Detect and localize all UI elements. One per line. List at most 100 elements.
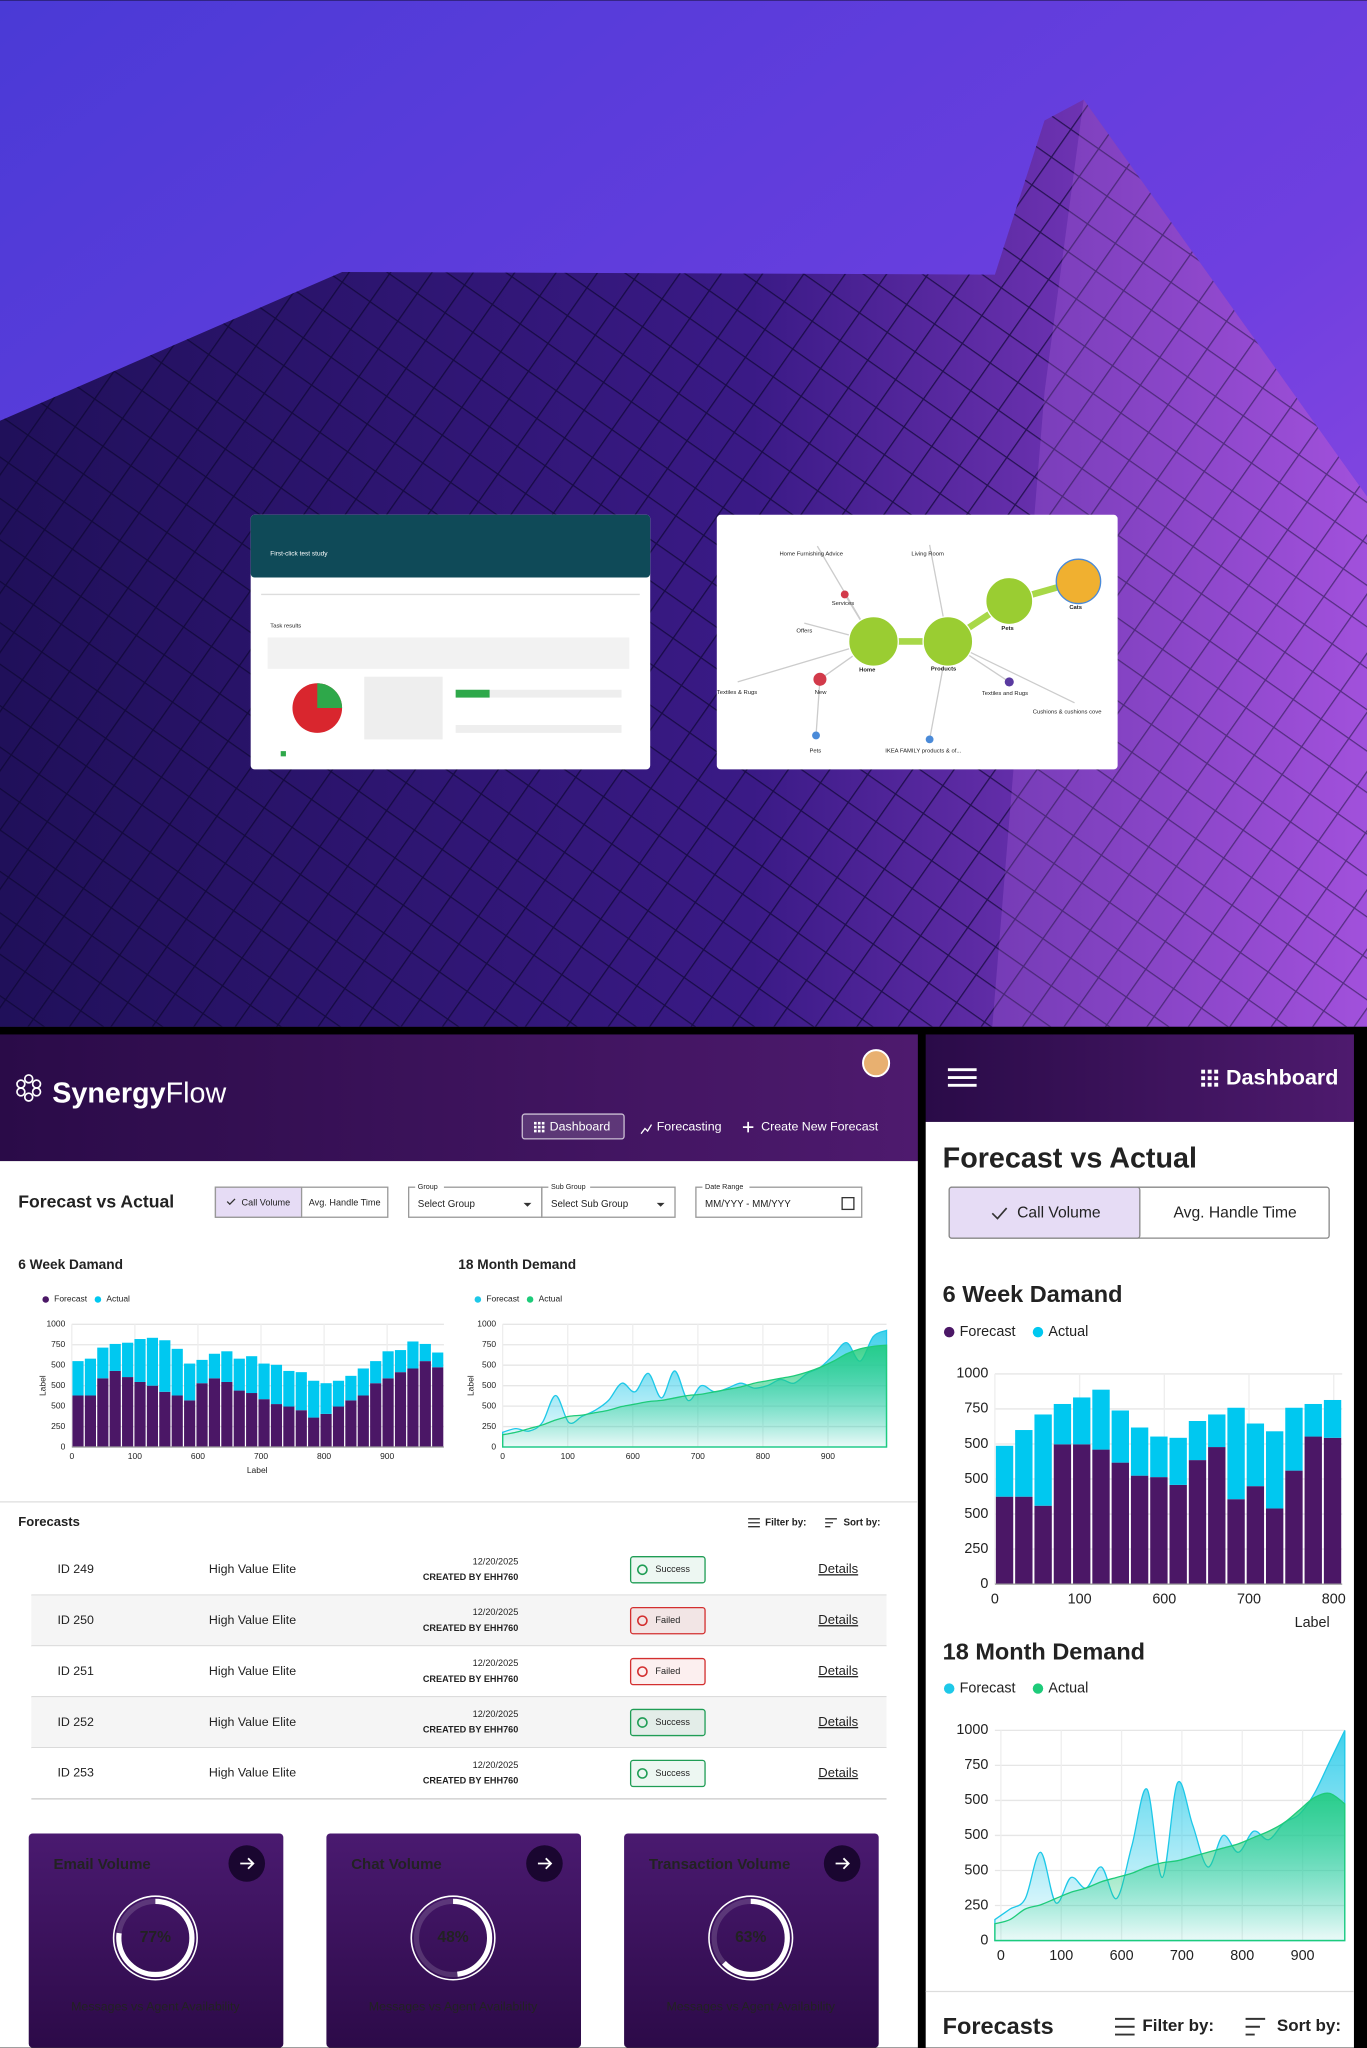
bar	[171, 1348, 183, 1396]
status-icon	[637, 1717, 648, 1728]
nav-item[interactable]: Create New Forecast	[761, 1119, 879, 1133]
nav-item[interactable]: Dashboard	[1226, 1066, 1338, 1090]
nav-active[interactable]	[521, 1113, 625, 1140]
legend-marker	[94, 1296, 102, 1303]
donut-ring	[112, 1895, 198, 1981]
bar	[1073, 1397, 1091, 1445]
x-tick-label: 0	[997, 1948, 1005, 1964]
bar	[1015, 1430, 1033, 1497]
filter-button[interactable]: Filter by:	[1142, 2016, 1214, 2035]
bar	[394, 1372, 407, 1448]
bar	[1227, 1407, 1245, 1500]
bar	[270, 1364, 283, 1405]
status-badge	[629, 1657, 706, 1686]
x-axis-label: Label	[1295, 1615, 1330, 1631]
donut-label: 77%	[140, 1929, 171, 1946]
bar	[283, 1406, 295, 1448]
card-title: Transaction Volume	[649, 1856, 790, 1873]
bar	[1246, 1423, 1265, 1487]
bar	[72, 1361, 84, 1396]
y-tick-label: 750	[964, 1757, 988, 1773]
bar	[1285, 1407, 1303, 1471]
status-icon	[637, 1615, 648, 1627]
bar	[159, 1391, 171, 1448]
toggle-option[interactable]: Call Volume	[242, 1197, 291, 1207]
area	[502, 1344, 888, 1448]
cell-creator: CREATED BY EHH760	[423, 1623, 519, 1633]
sitemap-labels: Home Furnishing Advice Living Room Servi…	[717, 552, 1102, 755]
y-axis-label: Label	[37, 1375, 47, 1396]
y-tick-label: 500	[964, 1792, 988, 1808]
bar	[233, 1390, 245, 1448]
toggle-option[interactable]: Call Volume	[1017, 1204, 1101, 1221]
sort-icon	[1245, 2017, 1266, 2036]
bar	[407, 1368, 419, 1448]
legend-marker	[42, 1296, 49, 1303]
bar	[432, 1352, 444, 1368]
donut-ring	[708, 1895, 794, 1981]
menu-icon[interactable]	[947, 1068, 977, 1087]
filter-icon	[748, 1518, 760, 1528]
sitemap-label: Products	[931, 666, 957, 672]
details-link[interactable]: Details	[818, 1561, 858, 1576]
bar	[283, 1370, 295, 1407]
bar	[258, 1399, 270, 1448]
y-tick-label: 500	[482, 1380, 496, 1390]
bar	[146, 1385, 159, 1448]
bar	[1265, 1431, 1284, 1509]
toggle-option[interactable]: Avg. Handle Time	[309, 1197, 381, 1207]
legend-label: Actual	[106, 1294, 130, 1304]
grid-icon	[1201, 1069, 1219, 1087]
bar	[1265, 1508, 1284, 1585]
bar	[246, 1393, 258, 1448]
details-link[interactable]: Details	[818, 1714, 858, 1729]
legend-label: Forecast	[960, 1324, 1016, 1340]
status-icon	[637, 1564, 648, 1576]
bar	[84, 1358, 96, 1396]
sort-button[interactable]: Sort by:	[843, 1517, 880, 1528]
toggle-active[interactable]	[214, 1186, 303, 1218]
details-link[interactable]: Details	[818, 1765, 858, 1780]
bar	[1034, 1414, 1052, 1506]
sitemap-node	[813, 672, 827, 686]
row-bg	[31, 1646, 887, 1698]
sitemap-label: New	[815, 690, 827, 696]
sort-button[interactable]: Sort by:	[1277, 2016, 1341, 2035]
card-bg	[28, 1833, 284, 2048]
chart: 18 Month Demand Forecast Actual 0 250 500 500 5…	[458, 1257, 888, 1461]
card-bg	[326, 1833, 582, 2048]
toggle-active[interactable]	[948, 1186, 1141, 1239]
y-tick-label: 750	[51, 1339, 65, 1349]
sitemap-label: Home Furnishing Advice	[779, 552, 843, 558]
select[interactable]	[408, 1186, 543, 1218]
details-link[interactable]: Details	[818, 1663, 858, 1678]
x-tick-label: 100	[128, 1451, 142, 1461]
y-tick-label: 0	[980, 1576, 988, 1592]
date-input[interactable]	[695, 1186, 863, 1218]
avatar[interactable]	[862, 1049, 891, 1078]
filter-button[interactable]: Filter by:	[765, 1517, 806, 1528]
x-tick-label: 600	[191, 1451, 205, 1461]
y-tick-label: 1000	[956, 1366, 988, 1382]
sitemap-node	[848, 615, 899, 667]
select[interactable]	[541, 1186, 676, 1218]
kpi-card: Email Volume 77% Messages vs Agent Availab…	[28, 1833, 284, 2048]
chart: 18 Month Demand Forecast Actual 0 250 500 500 5…	[943, 1639, 1346, 1964]
x-tick-label: 900	[380, 1451, 394, 1461]
legend-label: Forecast	[54, 1294, 88, 1304]
bar	[208, 1353, 221, 1379]
details-link[interactable]: Details	[818, 1612, 858, 1627]
y-tick-label: 500	[964, 1827, 988, 1843]
row-bg	[31, 1544, 887, 1596]
toggle-option[interactable]: Avg. Handle Time	[1173, 1204, 1297, 1221]
nav-item[interactable]: Dashboard	[550, 1119, 611, 1133]
cell-creator: CREATED BY EHH760	[423, 1776, 519, 1786]
bar	[1208, 1447, 1226, 1585]
status-badge	[629, 1708, 706, 1737]
bar	[1111, 1410, 1129, 1463]
x-tick-label: 900	[821, 1451, 835, 1461]
x-tick-label: 0	[500, 1451, 505, 1461]
nav-item[interactable]: Forecasting	[657, 1119, 722, 1133]
bar	[97, 1378, 109, 1448]
y-tick-label: 0	[980, 1932, 988, 1948]
